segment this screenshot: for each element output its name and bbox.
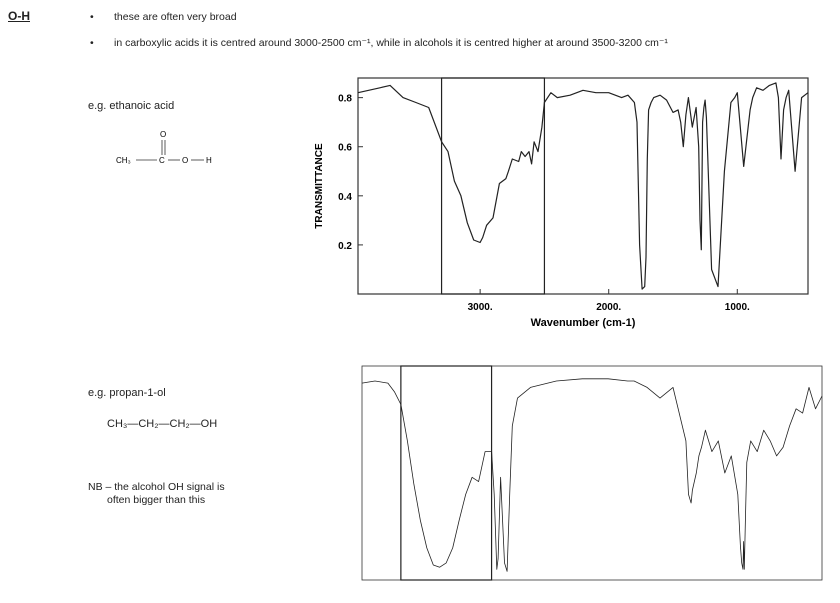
ir-spectrum-propanol [361,365,823,581]
plot-frame [361,365,823,581]
note-line: often bigger than this [107,494,206,506]
structure-oxygen-double: O [160,130,166,139]
x-tick-label: 2000. [596,302,621,313]
example-propanol-label: e.g. propan-1-ol [88,387,166,399]
bullet-dot: • [90,37,94,49]
x-tick-label: 3000. [468,302,493,313]
bullet-item: • these are often very broad [90,11,237,23]
structure-oxygen: O [182,156,188,165]
ir-spectrum-ethanoic-acid: 3000. 2000. 1000. 0.2 0.4 0.6 0.8 Wavenumber (c… [314,77,809,329]
bullet-text: in carboxylic acids it is centred around… [114,37,668,49]
structure-hydrogen: H [206,156,212,165]
x-tick-label: 1000. [725,302,750,313]
bullet-text: these are often very broad [114,11,237,23]
alcohol-note: NB – the alcohol OH signal is often bigg… [88,481,225,507]
structure-ch3: CH₃ [116,156,131,165]
spectrum-line [361,378,823,572]
y-tick-label: 0.6 [338,143,352,154]
ethanoic-acid-structure: O CH₃ C O H [116,130,212,165]
bullet-item: • in carboxylic acids it is centred aroun… [90,37,668,49]
spectrum-line [357,82,809,290]
y-tick-label: 0.2 [338,241,352,252]
note-line: NB – the alcohol OH signal is [88,481,225,493]
example-ethanoic-label: e.g. ethanoic acid [88,100,175,112]
bullet-dot: • [90,11,94,23]
highlight-box [440,77,546,295]
y-axis-label: TRANSMITTANCE [314,143,325,229]
y-tick-label: 0.4 [338,192,352,203]
structure-carbon: C [159,156,165,165]
highlight-box [400,365,493,581]
x-axis-label: Wavenumber (cm-1) [531,317,636,329]
section-heading: O-H [8,9,30,23]
y-tick-label: 0.8 [338,94,352,105]
plot-frame [357,77,809,295]
propanol-formula: CH₃—CH₂—CH₂—OH [107,418,218,430]
